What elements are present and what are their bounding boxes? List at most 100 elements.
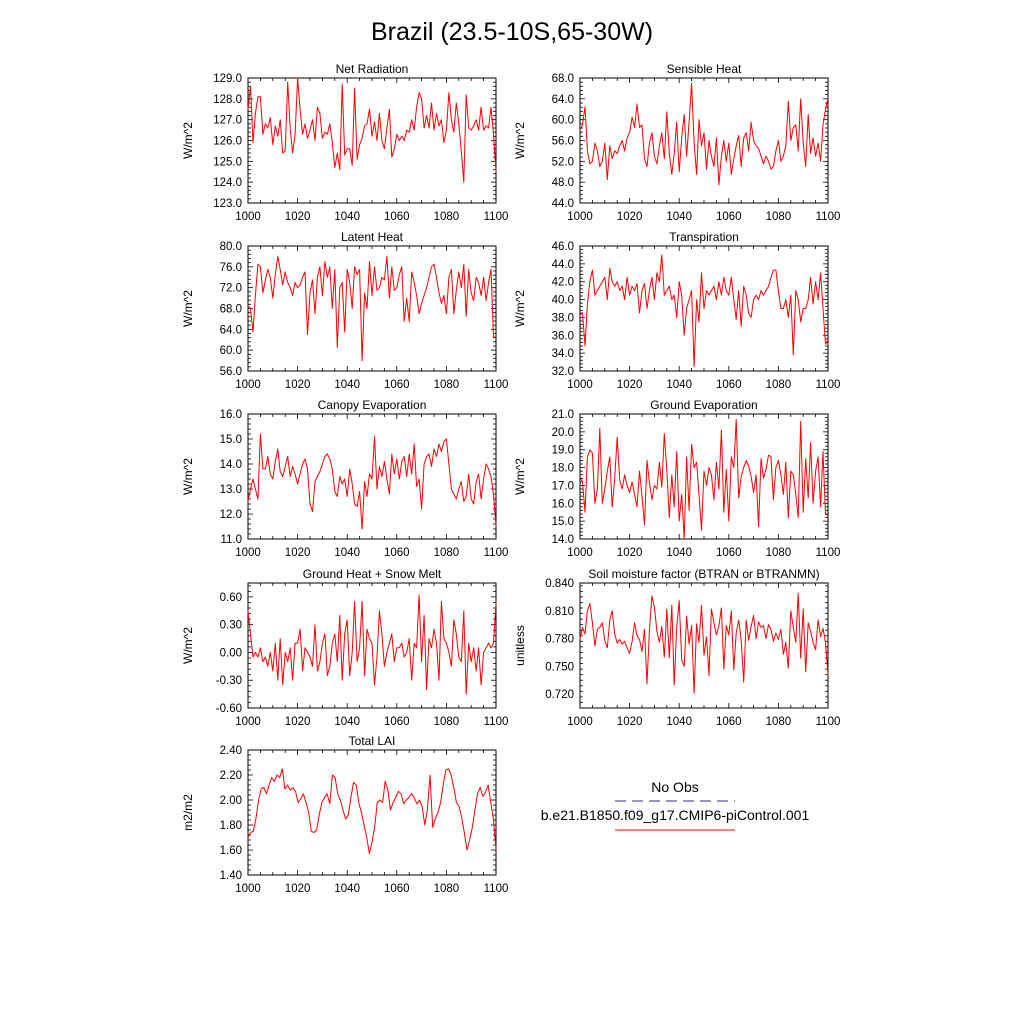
panel-latent-heat: Latent Heat W/m^2 1000 1020 1040 1060 1080 1100… (181, 230, 508, 391)
x-tick-label: 1040 (334, 379, 360, 391)
y-tick-label: 14.0 (220, 459, 242, 471)
series-line (247, 433, 497, 530)
x-tick-label: 1100 (484, 716, 509, 728)
x-tick-label: 1020 (285, 211, 311, 223)
series-line (580, 254, 829, 367)
x-tick-label: 1060 (384, 883, 410, 895)
y-tick-label: 0.780 (545, 634, 574, 646)
y-tick-label: 56.0 (220, 366, 242, 378)
series-line (247, 255, 496, 362)
y-tick-label: 13.0 (220, 484, 242, 496)
y-tick-label: 0.60 (220, 592, 242, 604)
x-tick-label: 1000 (567, 547, 593, 559)
panel-net-radiation: Net Radiation W/m^2 1000 1020 1040 1060 1080 11… (181, 62, 508, 223)
y-tick-label: 44.0 (552, 259, 574, 271)
y-axis-label: W/m^2 (513, 122, 527, 159)
y-tick-label: 68.0 (220, 304, 242, 316)
y-tick-label: 36.0 (552, 330, 574, 342)
x-tick-label: 1040 (334, 547, 360, 559)
y-axis-label: W/m^2 (181, 290, 195, 327)
x-tick-label: 1080 (434, 716, 460, 728)
x-tick-label: 1000 (235, 883, 261, 895)
legend-obs-label: No Obs (651, 779, 698, 795)
y-tick-label: 52.0 (552, 156, 574, 168)
plot-frame (247, 245, 497, 372)
x-tick-label: 1080 (434, 883, 460, 895)
y-tick-label: 15.0 (552, 516, 574, 528)
panel-transpiration: Transpiration W/m^2 1000 1020 1040 1060 1080 11… (513, 230, 840, 391)
x-tick-label: 1020 (285, 883, 311, 895)
y-tick-label: -0.60 (216, 703, 242, 715)
y-tick-label: 11.0 (220, 534, 242, 546)
panel-soil-moisture-factor-btran-or-btranmn: Soil moisture factor (BTRAN or BTRANMN) u… (513, 567, 840, 728)
y-tick-label: 124.0 (213, 177, 242, 189)
x-tick-label: 1060 (384, 211, 410, 223)
x-tick-label: 1040 (666, 716, 692, 728)
y-tick-label: 2.20 (220, 770, 242, 782)
y-axis-label: W/m^2 (513, 458, 527, 495)
y-tick-label: 1.80 (220, 820, 242, 832)
y-tick-label: 1.40 (220, 870, 242, 882)
x-tick-label: 1060 (716, 211, 742, 223)
x-tick-label: 1100 (484, 379, 509, 391)
panel-title: Latent Heat (341, 230, 404, 244)
y-tick-label: 126.0 (213, 136, 242, 148)
y-tick-label: 19.0 (552, 445, 574, 457)
x-tick-label: 1000 (567, 716, 593, 728)
legend-model-label: b.e21.B1850.f09_g17.CMIP6-piControl.001 (541, 807, 810, 823)
y-tick-label: 14.0 (552, 534, 574, 546)
x-tick-label: 1080 (434, 211, 460, 223)
panel-title: Soil moisture factor (BTRAN or BTRANMN) (588, 567, 819, 581)
x-tick-label: 1100 (484, 547, 509, 559)
y-tick-label: 0.750 (545, 661, 574, 673)
y-axis-label: unitless (513, 625, 527, 666)
x-tick-label: 1020 (617, 211, 643, 223)
y-tick-label: 1.60 (220, 845, 242, 857)
x-tick-label: 1040 (666, 379, 692, 391)
x-tick-label: 1100 (816, 379, 841, 391)
x-tick-label: 1020 (285, 716, 311, 728)
y-tick-label: 2.00 (220, 795, 242, 807)
x-tick-label: 1100 (484, 211, 509, 223)
series-line (247, 768, 497, 855)
y-tick-label: 0.840 (545, 578, 574, 590)
y-tick-label: 125.0 (213, 156, 242, 168)
x-tick-label: 1060 (384, 379, 410, 391)
x-tick-label: 1060 (384, 716, 410, 728)
x-tick-label: 1000 (235, 716, 261, 728)
x-tick-label: 1040 (334, 883, 360, 895)
x-tick-label: 1020 (617, 379, 643, 391)
y-axis-label: W/m^2 (181, 122, 195, 159)
y-tick-label: 21.0 (552, 409, 574, 421)
x-tick-label: 1100 (816, 211, 841, 223)
y-tick-label: 0.30 (220, 620, 242, 632)
x-tick-label: 1000 (235, 547, 261, 559)
x-tick-label: 1020 (285, 379, 311, 391)
x-tick-label: 1060 (716, 547, 742, 559)
y-tick-label: 40.0 (552, 295, 574, 307)
panel-title: Total LAI (349, 734, 396, 748)
y-tick-label: 72.0 (220, 283, 242, 295)
y-tick-label: 56.0 (552, 136, 574, 148)
y-tick-label: 34.0 (552, 348, 574, 360)
series-line (579, 418, 829, 540)
y-axis-label: m2/m2 (181, 794, 195, 831)
y-tick-label: 44.0 (552, 198, 574, 210)
x-tick-label: 1080 (434, 379, 460, 391)
y-tick-label: -0.30 (216, 675, 242, 687)
y-tick-label: 48.0 (552, 177, 574, 189)
x-tick-label: 1060 (384, 547, 410, 559)
panels: Net Radiation W/m^2 1000 1020 1040 1060 1080 11… (181, 62, 840, 895)
panel-sensible-heat: Sensible Heat W/m^2 1000 1020 1040 1060 1080 11… (513, 62, 840, 223)
y-tick-label: 0.720 (545, 689, 574, 701)
y-tick-label: 0.00 (220, 647, 242, 659)
y-tick-label: 0.810 (545, 606, 574, 618)
y-axis-label: W/m^2 (181, 627, 195, 664)
y-tick-label: 2.40 (220, 745, 242, 757)
y-tick-label: 38.0 (552, 312, 574, 324)
y-tick-label: 16.0 (220, 409, 242, 421)
y-tick-label: 80.0 (220, 241, 242, 253)
y-tick-label: 32.0 (552, 366, 574, 378)
x-tick-label: 1020 (617, 547, 643, 559)
x-tick-label: 1000 (567, 211, 593, 223)
